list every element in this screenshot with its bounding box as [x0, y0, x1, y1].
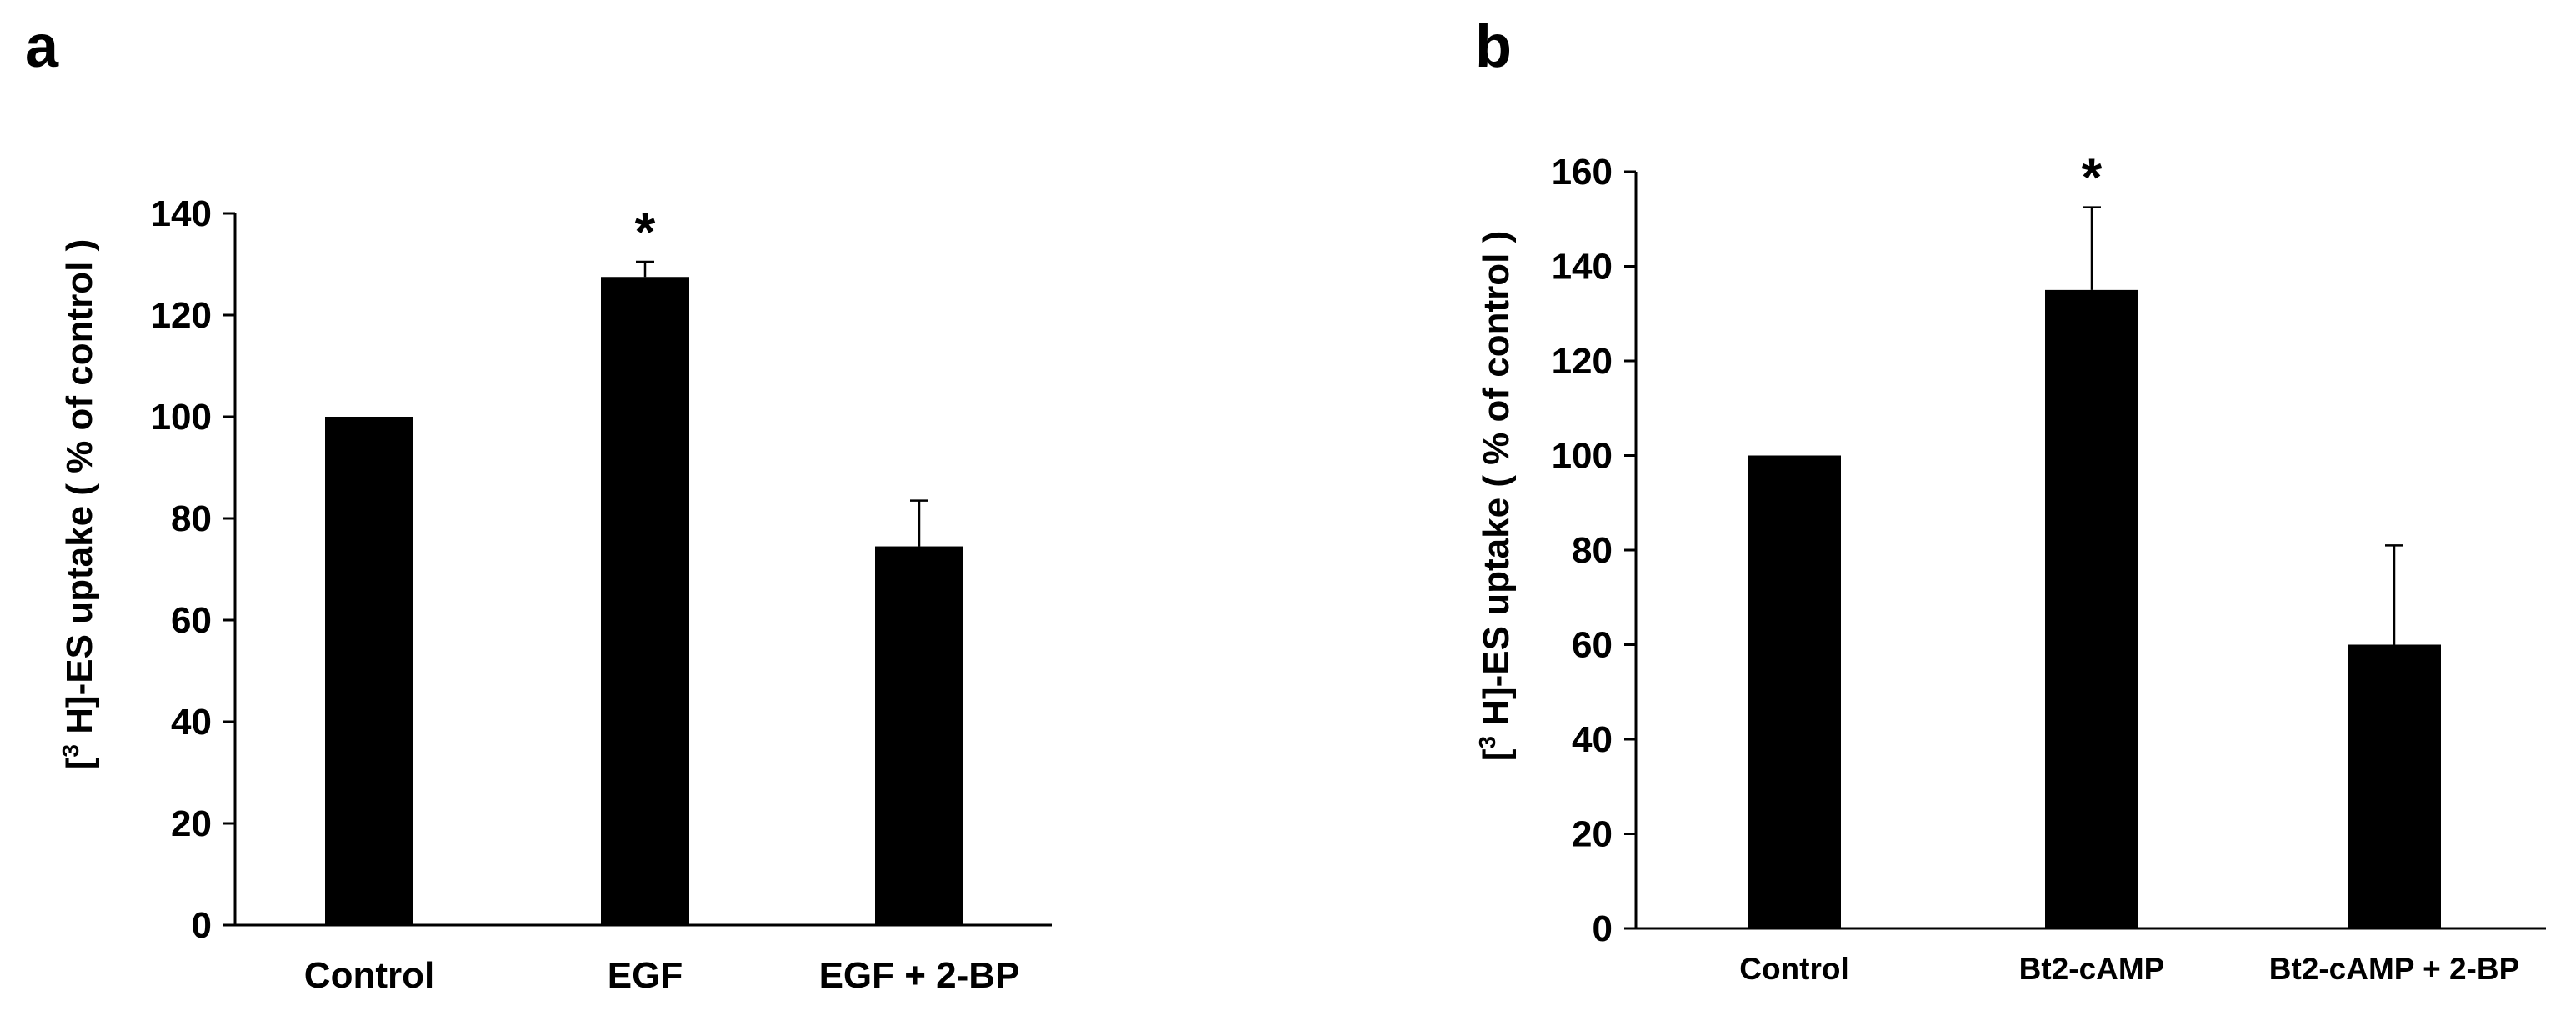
bar-b-1 — [2045, 289, 2138, 928]
y-tick-label-a-120: 120 — [151, 295, 212, 336]
category-label-a-1: EGF — [608, 955, 683, 996]
panel-letter-a: a — [25, 13, 59, 80]
y-tick-label-b-140: 140 — [1552, 247, 1613, 288]
y-tick-label-a-80: 80 — [171, 498, 212, 539]
plot-area-b: 0 20 40 60 80 100 120 140 160 Control * Bt2-cAMP Bt2… — [1552, 148, 2546, 986]
category-label-b-0: Control — [1739, 952, 1849, 986]
panel-b: b [3 H]-ES uptake ( % of control ) 0 20 40… — [1474, 13, 2546, 986]
significance-marker-a-1: * — [635, 202, 656, 262]
y-tick-label-b-0: 0 — [1593, 908, 1613, 949]
y-tick-label-b-100: 100 — [1552, 436, 1613, 477]
y-tick-label-a-40: 40 — [171, 702, 212, 743]
plot-area-a: 0 20 40 60 80 100 120 140 Control * EGF EGF + 2-BP — [151, 193, 1052, 996]
y-tick-label-b-40: 40 — [1572, 719, 1613, 760]
category-label-b-2: Bt2-cAMP + 2-BP — [2269, 952, 2520, 986]
category-label-a-2: EGF + 2-BP — [819, 955, 1020, 996]
significance-marker-b-1: * — [2082, 148, 2103, 208]
y-tick-label-a-100: 100 — [151, 397, 212, 438]
y-axis-label-a: [3 H]-ES uptake ( % of control ) — [58, 239, 100, 769]
y-tick-label-a-0: 0 — [192, 905, 212, 946]
y-tick-label-b-20: 20 — [1572, 814, 1613, 855]
y-tick-label-b-60: 60 — [1572, 625, 1613, 666]
category-label-b-1: Bt2-cAMP — [2019, 952, 2165, 986]
y-tick-label-a-60: 60 — [171, 600, 212, 641]
bar-a-2 — [875, 546, 963, 925]
panel-letter-b: b — [1475, 13, 1512, 80]
y-tick-label-a-20: 20 — [171, 803, 212, 844]
bar-b-2 — [2348, 644, 2441, 928]
y-tick-label-b-120: 120 — [1552, 341, 1613, 382]
y-axis-label-b: [3 H]-ES uptake ( % of control ) — [1474, 231, 1517, 761]
y-tick-label-b-80: 80 — [1572, 530, 1613, 571]
y-tick-label-a-140: 140 — [151, 193, 212, 234]
bar-a-0 — [325, 417, 413, 925]
bar-b-0 — [1748, 455, 1841, 928]
category-label-a-0: Control — [304, 955, 434, 996]
panel-a: a [3 H]-ES uptake ( % of control ) 0 20 40… — [25, 13, 1052, 996]
y-tick-label-b-160: 160 — [1552, 152, 1613, 193]
bar-a-1 — [601, 277, 689, 925]
